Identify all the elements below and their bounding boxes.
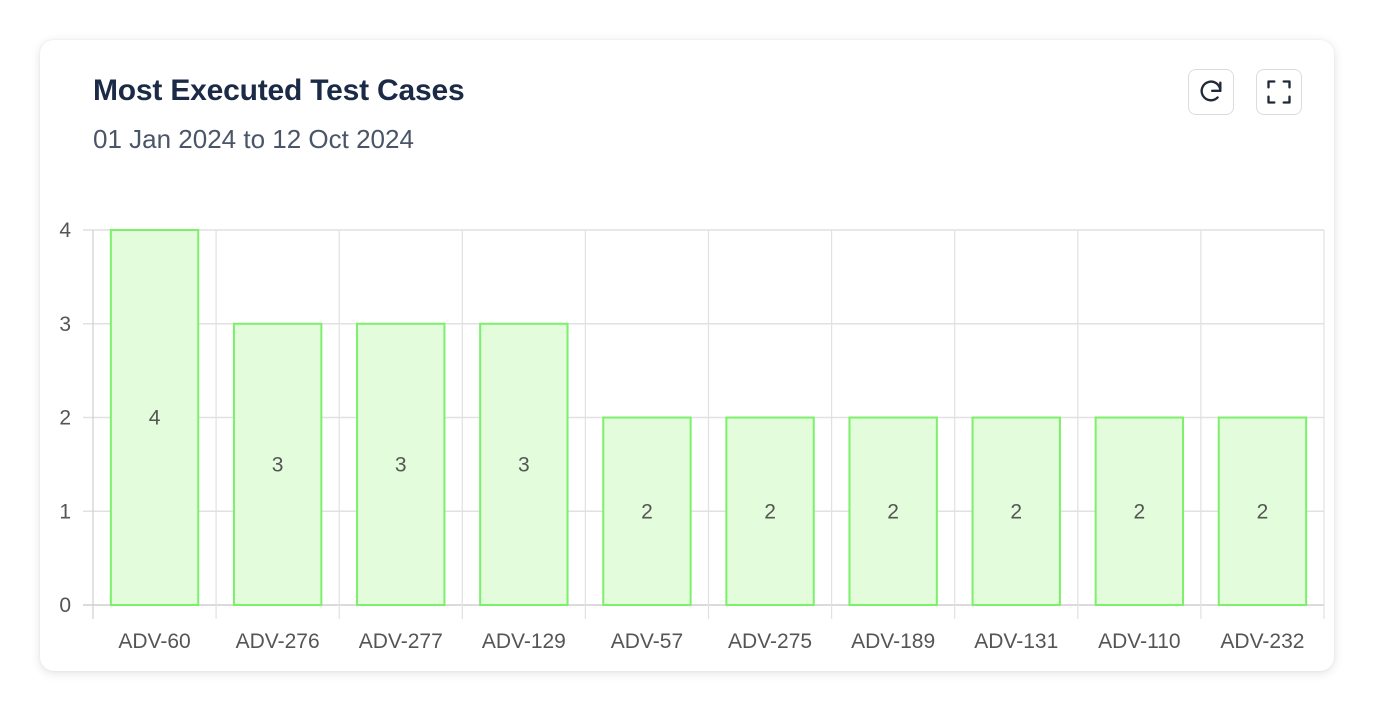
x-tick-label: ADV-232: [1220, 630, 1304, 653]
bar-data-label: 2: [887, 500, 899, 523]
bar-data-label: 3: [518, 453, 530, 476]
x-tick-label: ADV-277: [359, 630, 443, 653]
chart-title: Most Executed Test Cases: [93, 74, 465, 107]
bar: [725, 416, 815, 606]
bar: [602, 416, 692, 606]
bar-data-label: 2: [1010, 500, 1022, 523]
y-tick-label: 2: [59, 407, 71, 430]
bar: [232, 322, 323, 606]
x-tick-label: ADV-131: [974, 630, 1058, 653]
x-tick-label: ADV-60: [118, 630, 190, 653]
x-tick-label: ADV-189: [851, 630, 935, 653]
chart-card: Most Executed Test Cases 01 Jan 2024 to …: [40, 40, 1334, 671]
bar-data-label: 3: [272, 453, 284, 476]
bar-data-label: 2: [1257, 500, 1269, 523]
y-tick-label: 4: [59, 219, 71, 242]
x-tick-label: ADV-110: [1098, 630, 1181, 653]
y-tick-label: 0: [59, 594, 71, 617]
bar: [356, 322, 446, 606]
bar: [109, 229, 200, 606]
bar-data-label: 4: [149, 407, 161, 430]
bar-chart: 0 1 2 3 4 4 ADV-60 3 ADV-276 3 ADV-277 3 ADV-129 2 ADV…: [59, 219, 1325, 653]
bar: [1217, 416, 1308, 606]
bar-data-label: 2: [764, 500, 776, 523]
bar-data-label: 2: [1134, 500, 1146, 523]
bar: [479, 322, 569, 606]
x-tick-label: ADV-275: [728, 630, 812, 653]
x-tick-label: ADV-57: [611, 630, 683, 653]
bar: [971, 416, 1061, 606]
y-tick-label: 3: [59, 313, 71, 336]
x-tick-label: ADV-276: [236, 630, 320, 653]
chart-date-range: 01 Jan 2024 to 12 Oct 2024: [93, 124, 414, 154]
refresh-button[interactable]: [1188, 69, 1234, 115]
fullscreen-button[interactable]: [1256, 69, 1302, 115]
bar-data-label: 2: [641, 500, 653, 523]
bar: [848, 416, 938, 606]
y-tick-label: 1: [59, 500, 71, 523]
x-tick-label: ADV-129: [482, 630, 566, 653]
bar: [1094, 416, 1185, 606]
refresh-icon: [1200, 80, 1222, 102]
fullscreen-icon: [1267, 80, 1291, 104]
bar-data-label: 3: [395, 453, 407, 476]
